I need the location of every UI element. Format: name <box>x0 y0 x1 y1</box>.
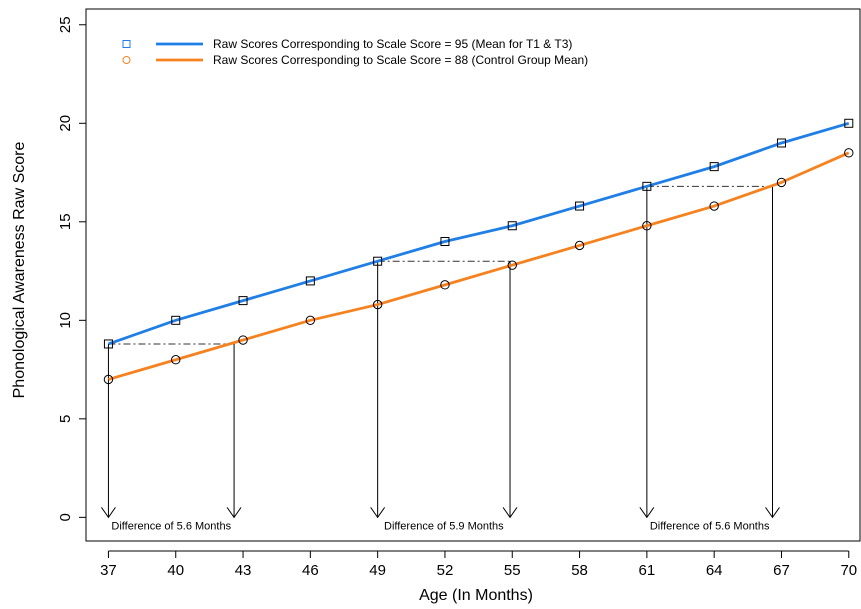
legend: Raw Scores Corresponding to Scale Score … <box>122 37 588 67</box>
data-point-square <box>776 138 786 148</box>
data-point-square <box>103 339 113 349</box>
data-point-circle <box>844 148 854 158</box>
difference-label: Difference of 5.9 Months <box>384 520 504 532</box>
data-point-square <box>238 296 248 306</box>
x-tick-label: 43 <box>235 562 252 579</box>
y-tick-label: 5 <box>57 415 74 423</box>
legend-marker-circle <box>122 56 131 64</box>
data-point-circle <box>372 299 383 310</box>
data-point-circle <box>171 355 181 365</box>
data-point-square <box>507 221 517 231</box>
y-axis-title: Phonological Awareness Raw Score <box>11 142 28 399</box>
data-point-circle <box>507 260 517 270</box>
series-line-1 <box>107 121 850 346</box>
x-tick-label: 40 <box>167 562 184 579</box>
difference-label: Difference of 5.6 Months <box>650 520 770 532</box>
y-tick-label: 20 <box>57 115 74 132</box>
difference-annotations: Difference of 5.6 Months Difference of 5.… <box>101 185 780 532</box>
data-point-square <box>373 256 383 266</box>
data-point-square <box>709 162 719 172</box>
x-tick-label: 61 <box>639 562 656 579</box>
y-axis: 0 5 10 15 20 25 <box>57 16 87 522</box>
data-point-square <box>440 237 450 247</box>
data-point-circle <box>305 315 316 326</box>
x-tick-label: 46 <box>302 562 319 579</box>
down-arrow-icon <box>370 507 386 519</box>
data-point-circle <box>574 240 585 251</box>
plot-frame <box>85 8 861 542</box>
legend-label: Raw Scores Corresponding to Scale Score … <box>213 53 588 67</box>
data-point-circle <box>709 201 719 211</box>
down-arrow-icon <box>639 507 655 519</box>
data-point-square <box>171 315 181 325</box>
x-tick-label: 37 <box>100 562 117 579</box>
x-tick-label: 55 <box>504 562 521 579</box>
x-tick-label: 52 <box>437 562 454 579</box>
x-axis-title: Age (In Months) <box>419 587 533 604</box>
data-point-square <box>844 118 854 128</box>
x-tick-label: 70 <box>840 562 857 579</box>
y-tick-label: 25 <box>57 16 74 33</box>
data-point-circle <box>440 280 450 290</box>
data-point-square <box>642 181 652 191</box>
data-point-circle <box>238 335 248 345</box>
data-point-circle <box>103 374 114 385</box>
y-tick-label: 10 <box>57 312 74 329</box>
x-axis: 37 40 43 46 49 52 55 58 61 64 67 70 <box>100 550 857 579</box>
x-tick-label: 64 <box>706 562 723 579</box>
data-point-circle <box>776 177 787 188</box>
series-lines <box>103 118 854 385</box>
data-point-square <box>575 201 585 211</box>
legend-marker-square <box>122 40 131 48</box>
down-arrow-icon <box>226 507 242 519</box>
series-line-2 <box>108 151 850 381</box>
difference-label: Difference of 5.6 Months <box>111 520 231 532</box>
legend-label: Raw Scores Corresponding to Scale Score … <box>213 37 572 51</box>
data-point-circle <box>642 221 652 231</box>
down-arrow-icon <box>765 507 780 519</box>
y-tick-label: 15 <box>57 213 74 230</box>
down-arrow-icon <box>101 507 116 519</box>
data-point-square <box>305 276 315 286</box>
x-tick-label: 67 <box>773 562 790 579</box>
plot-border <box>85 8 861 542</box>
x-tick-label: 49 <box>369 562 386 579</box>
x-tick-label: 58 <box>571 562 588 579</box>
down-arrow-icon <box>502 507 518 519</box>
y-tick-label: 0 <box>57 513 74 521</box>
